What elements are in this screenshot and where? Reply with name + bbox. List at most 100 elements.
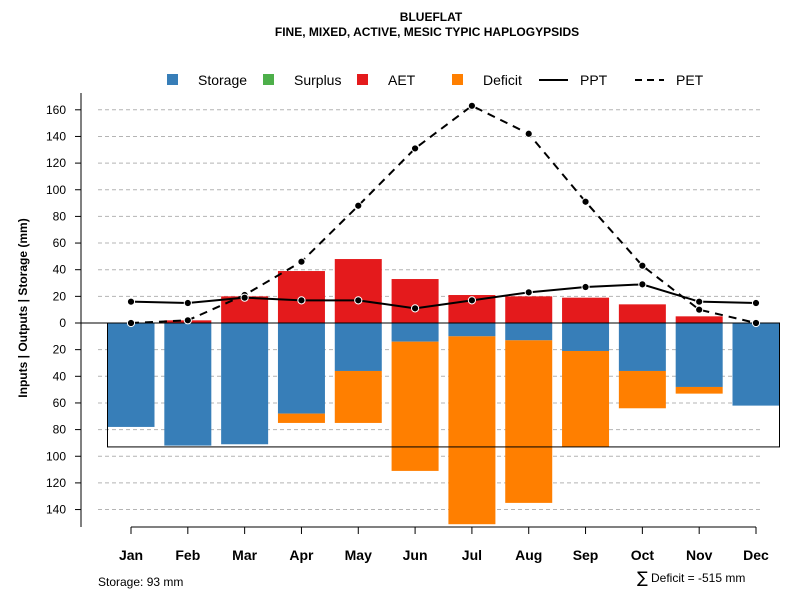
- y-tick-label: 100: [46, 449, 66, 463]
- ppt-point-jan: [126, 297, 136, 306]
- y-tick-label: 60: [53, 236, 67, 250]
- pet-point-aug: [524, 129, 533, 138]
- y-tick-label: 100: [46, 183, 66, 197]
- x-tick-label: Jul: [462, 547, 482, 563]
- storage-bar-dec: [732, 323, 780, 406]
- pet-point-nov: [695, 305, 704, 314]
- deficit-note: Deficit = -515 mm: [651, 571, 745, 585]
- y-axis-label: Inputs | Outputs | Storage (mm): [16, 218, 30, 397]
- legend-label-surplus: Surplus: [294, 72, 341, 88]
- aet-bar-aug: [505, 296, 553, 323]
- deficit-bar-jul: [448, 336, 496, 525]
- ppt-point-sep: [581, 282, 590, 292]
- x-tick-label: Jan: [119, 547, 143, 563]
- storage-bar-jul: [448, 323, 496, 337]
- y-tick-label: 0: [59, 316, 66, 330]
- deficit-bar-apr: [277, 413, 325, 423]
- legend-swatch-deficit: [452, 74, 463, 85]
- aet-bar-nov: [675, 316, 723, 323]
- y-tick-label: 80: [53, 423, 67, 437]
- legend-swatch-aet: [357, 74, 368, 85]
- pet-point-may: [354, 201, 363, 210]
- storage-bar-nov: [675, 323, 723, 387]
- ppt-point-jun: [410, 304, 420, 313]
- storage-bar-apr: [277, 323, 325, 414]
- deficit-bar-may: [334, 370, 382, 423]
- aet-bar-oct: [618, 304, 666, 323]
- legend-label-aet: AET: [388, 72, 416, 88]
- ppt-point-apr: [297, 296, 306, 305]
- pet-line: [130, 104, 757, 324]
- ppt-point-feb: [183, 298, 192, 308]
- x-tick-label: Oct: [631, 547, 655, 563]
- ppt-point-mar: [240, 293, 249, 302]
- storage-bar-mar: [221, 323, 269, 445]
- axes: 160 140 120 100 80 60 40 20 0 20 40 60 80 100 120 140 Ja…: [46, 93, 780, 563]
- aet-bar-sep: [562, 297, 610, 323]
- storage-bar-sep: [562, 323, 610, 351]
- y-tick-label: 20: [53, 289, 67, 303]
- storage-bar-jan: [107, 323, 155, 427]
- y-tick-label: 120: [46, 156, 66, 170]
- storage-bar-feb: [164, 323, 212, 446]
- pet-point-sep: [581, 197, 590, 206]
- storage-bar-jun: [391, 323, 439, 342]
- legend-label-deficit: Deficit: [483, 72, 522, 88]
- bars: [107, 259, 780, 525]
- pet-point-apr: [297, 257, 306, 266]
- deficit-bar-oct: [618, 370, 666, 409]
- lines: [126, 101, 761, 328]
- x-tick-label: Aug: [515, 547, 542, 563]
- ppt-point-oct: [638, 280, 647, 289]
- legend-label-storage: Storage: [198, 72, 247, 88]
- deficit-sum-symbol: ∑: [637, 568, 648, 587]
- ppt-point-may: [354, 296, 363, 305]
- legend: Storage Surplus AET Deficit PPT PET: [167, 72, 704, 88]
- y-tick-label: 120: [46, 476, 66, 490]
- deficit-bar-jun: [391, 341, 439, 471]
- x-tick-label: Dec: [743, 547, 769, 563]
- deficit-bar-sep: [562, 350, 610, 447]
- legend-swatch-storage: [167, 74, 178, 85]
- y-tick-label: 60: [53, 396, 67, 410]
- aet-bar-may: [334, 259, 382, 323]
- x-tick-label: Sep: [573, 547, 599, 563]
- x-tick-label: Nov: [686, 547, 713, 563]
- y-tick-label: 40: [53, 263, 67, 277]
- pet-point-dec: [751, 318, 761, 328]
- storage-bar-aug: [505, 323, 553, 341]
- pet-point-feb: [183, 316, 192, 325]
- y-tick-label: 160: [46, 103, 66, 117]
- storage-note: Storage: 93 mm: [98, 575, 183, 589]
- pet-point-jun: [410, 144, 420, 153]
- deficit-bar-aug: [505, 340, 553, 503]
- chart-title: BLUEFLAT: [400, 10, 463, 24]
- legend-label-ppt: PPT: [580, 72, 608, 88]
- x-tick-label: May: [345, 547, 372, 563]
- y-tick-label: 20: [53, 343, 67, 357]
- storage-bar-oct: [618, 323, 666, 371]
- pet-point-jan: [126, 318, 136, 328]
- y-tick-label: 80: [53, 209, 67, 223]
- ppt-line: [130, 283, 757, 310]
- ppt-point-aug: [524, 288, 533, 297]
- ppt-point-jul: [467, 296, 477, 305]
- ppt-point-nov: [695, 297, 704, 306]
- x-tick-label: Apr: [289, 547, 314, 563]
- legend-swatch-surplus: [263, 74, 274, 85]
- aet-bar-jun: [391, 279, 439, 323]
- y-tick-label: 140: [46, 129, 66, 143]
- legend-label-pet: PET: [676, 72, 704, 88]
- deficit-bar-nov: [675, 386, 723, 394]
- ppt-point-dec: [751, 298, 761, 308]
- x-tick-label: Mar: [232, 547, 257, 563]
- pet-point-jul: [467, 101, 477, 110]
- y-tick-label: 140: [46, 503, 66, 517]
- storage-bar-may: [334, 323, 382, 371]
- x-tick-label: Jun: [403, 547, 428, 563]
- pet-point-oct: [638, 261, 647, 270]
- x-tick-label: Feb: [175, 547, 200, 563]
- y-tick-label: 40: [53, 369, 67, 383]
- chart-subtitle: FINE, MIXED, ACTIVE, MESIC TYPIC HAPLOGY…: [275, 25, 579, 39]
